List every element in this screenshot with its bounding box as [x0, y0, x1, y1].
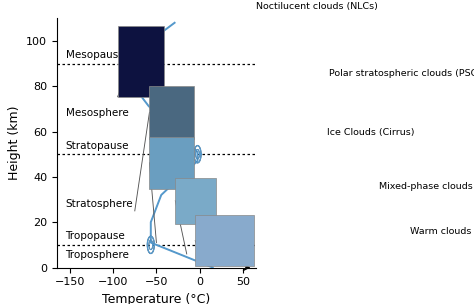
Text: Stratopause: Stratopause: [65, 141, 129, 151]
Text: Mesosphere: Mesosphere: [65, 108, 128, 118]
Text: Troposphere: Troposphere: [65, 250, 129, 260]
Text: Tropopause: Tropopause: [65, 231, 125, 241]
Text: Polar stratospheric clouds (PSCs): Polar stratospheric clouds (PSCs): [329, 69, 474, 78]
Text: Mesopause: Mesopause: [65, 50, 124, 60]
X-axis label: Temperature (°C): Temperature (°C): [102, 293, 210, 304]
Text: Stratosphere: Stratosphere: [65, 199, 133, 209]
Y-axis label: Height (km): Height (km): [8, 105, 20, 180]
Text: Noctilucent clouds (NLCs): Noctilucent clouds (NLCs): [256, 2, 378, 11]
Text: Mixed-phase clouds: Mixed-phase clouds: [379, 182, 473, 192]
Text: Ice Clouds (Cirrus): Ice Clouds (Cirrus): [327, 128, 415, 137]
Text: Warm clouds: Warm clouds: [410, 226, 471, 236]
